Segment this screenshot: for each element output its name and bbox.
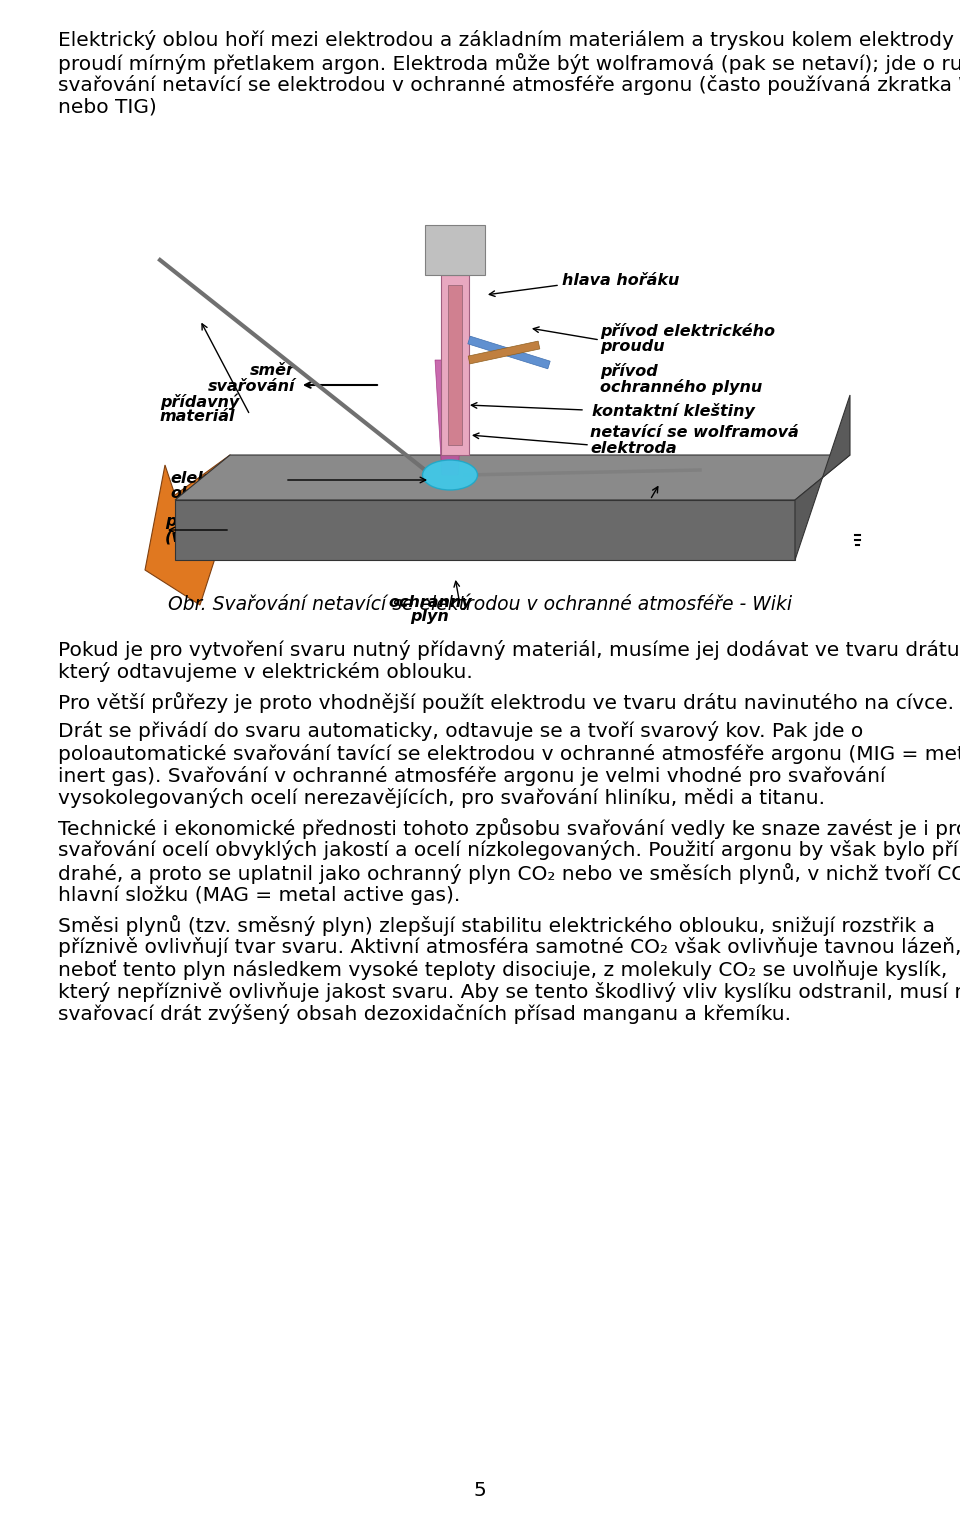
Text: svar: svar xyxy=(653,491,691,506)
Text: proudu: proudu xyxy=(600,339,664,354)
Text: Pro větší průřezy je proto vhodnější použít elektrodu ve tvaru drátu navinutého : Pro větší průřezy je proto vhodnější pou… xyxy=(58,692,954,713)
Text: drahé, a proto se uplatnil jako ochranný plyn CO₂ nebo ve směsích plynů, v nichž: drahé, a proto se uplatnil jako ochranný… xyxy=(58,862,960,884)
Text: Obr. Svařování netavící se elektrodou v ochranné atmosféře - Wiki: Obr. Svařování netavící se elektrodou v … xyxy=(168,595,792,614)
Ellipse shape xyxy=(422,459,477,490)
Text: přídavný: přídavný xyxy=(160,392,239,409)
Bar xyxy=(448,284,462,446)
Text: neboť tento plyn následkem vysoké teploty disociuje, z molekuly CO₂ se uvolňuje : neboť tento plyn následkem vysoké teplot… xyxy=(58,960,948,980)
Polygon shape xyxy=(145,455,245,605)
Text: (volitelně): (volitelně) xyxy=(165,529,258,545)
Polygon shape xyxy=(795,395,850,560)
Text: elektrický: elektrický xyxy=(170,470,259,487)
Text: kontaktní kleštiny: kontaktní kleštiny xyxy=(592,403,755,418)
Text: 5: 5 xyxy=(473,1481,487,1500)
Text: Směsi plynů (tzv. směsný plyn) zlepšují stabilitu elektrického oblouku, snižují : Směsi plynů (tzv. směsný plyn) zlepšují … xyxy=(58,914,935,935)
Text: vysokolegovaných ocelí nerezavějících, pro svařování hliníku, mědi a titanu.: vysokolegovaných ocelí nerezavějících, p… xyxy=(58,788,825,809)
Bar xyxy=(441,275,469,455)
Text: ochranný: ochranný xyxy=(388,593,471,610)
FancyArrow shape xyxy=(468,336,550,368)
Text: netavící se wolframová: netavící se wolframová xyxy=(590,424,799,440)
Text: Technické i ekonomické přednosti tohoto způsobu svařování vedly ke snaze zavést : Technické i ekonomické přednosti tohoto … xyxy=(58,818,960,838)
Text: Drát se přivádí do svaru automaticky, odtavuje se a tvoří svarový kov. Pak jde o: Drát se přivádí do svaru automaticky, od… xyxy=(58,721,863,741)
Text: svařování ocelí obvyklých jakostí a ocelí nízkolegovaných. Použití argonu by vša: svařování ocelí obvyklých jakostí a ocel… xyxy=(58,840,960,861)
Text: ochranného plynu: ochranného plynu xyxy=(600,379,762,395)
Text: Pokud je pro vytvoření svaru nutný přídavný materiál, musíme jej dodávat ve tvar: Pokud je pro vytvoření svaru nutný přída… xyxy=(58,640,960,660)
Text: přívod: přívod xyxy=(600,364,658,379)
Text: přívod elektrického: přívod elektrického xyxy=(600,322,775,339)
Text: proudí mírným přetlakem argon. Elektroda může být wolframová (pak se netaví); jd: proudí mírným přetlakem argon. Elektroda… xyxy=(58,53,960,73)
Text: hlava hořáku: hlava hořáku xyxy=(562,272,680,287)
Text: plyn: plyn xyxy=(411,608,449,624)
Text: poloautomatické svařování tavící se elektrodou v ochranné atmosféře argonu (MIG : poloautomatické svařování tavící se elek… xyxy=(58,744,960,764)
Text: svařovací drát zvýšený obsah dezoxidačních přísad manganu a křemíku.: svařovací drát zvýšený obsah dezoxidační… xyxy=(58,1004,791,1025)
Text: materiál: materiál xyxy=(160,409,235,424)
Text: směr: směr xyxy=(251,364,295,379)
Text: podložka: podložka xyxy=(165,513,247,529)
Text: hlavní složku (MAG = metal active gas).: hlavní složku (MAG = metal active gas). xyxy=(58,885,460,905)
Text: svařování: svařování xyxy=(207,379,295,394)
Text: příznivě ovlivňují tvar svaru. Aktivní atmosféra samotné CO₂ však ovlivňuje tavn: příznivě ovlivňují tvar svaru. Aktivní a… xyxy=(58,937,960,957)
Text: Elektrický oblou hoří mezi elektrodou a základním materiálem a tryskou kolem ele: Elektrický oblou hoří mezi elektrodou a … xyxy=(58,30,954,50)
Text: který odtavujeme v elektrickém oblouku.: který odtavujeme v elektrickém oblouku. xyxy=(58,663,472,683)
Bar xyxy=(425,225,485,275)
Polygon shape xyxy=(175,455,850,500)
Text: svařování netavící se elektrodou v ochranné atmosféře argonu (často používaná zk: svařování netavící se elektrodou v ochra… xyxy=(58,75,960,94)
Text: elektroda: elektroda xyxy=(590,441,677,456)
FancyArrow shape xyxy=(468,341,540,364)
Polygon shape xyxy=(435,360,465,475)
Polygon shape xyxy=(175,500,795,560)
Text: který nepříznivě ovlivňuje jakost svaru. Aby se tento škodlivý vliv kyslíku odst: který nepříznivě ovlivňuje jakost svaru.… xyxy=(58,983,960,1002)
Text: inert gas). Svařování v ochranné atmosféře argonu je velmi vhodné pro svařování: inert gas). Svařování v ochranné atmosfé… xyxy=(58,767,885,786)
Text: oblouk: oblouk xyxy=(170,487,231,500)
Text: nebo TIG): nebo TIG) xyxy=(58,97,156,117)
